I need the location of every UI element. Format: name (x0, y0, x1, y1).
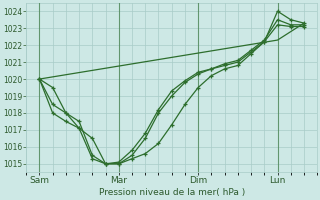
X-axis label: Pression niveau de la mer( hPa ): Pression niveau de la mer( hPa ) (99, 188, 245, 197)
